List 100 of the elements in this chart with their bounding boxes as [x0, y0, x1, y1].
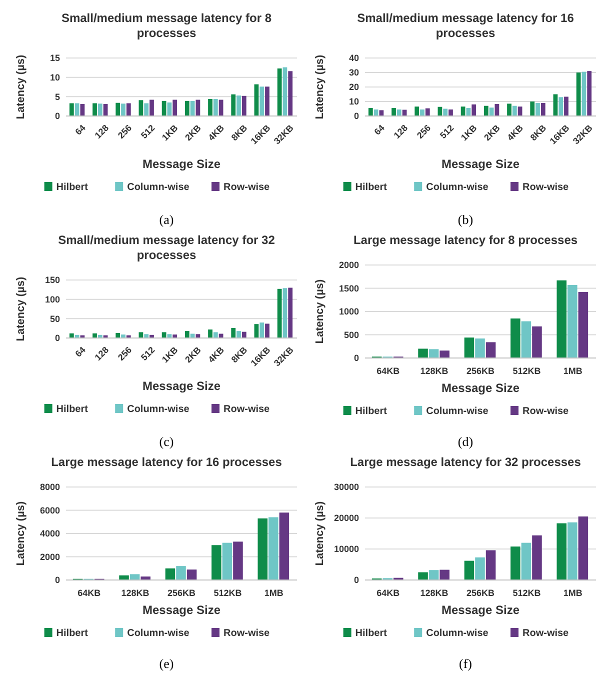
y-tick-label: 1000 [338, 306, 359, 317]
y-tick-label: 1500 [338, 283, 359, 294]
bar [564, 96, 568, 116]
bar [418, 572, 428, 580]
y-tick-label: 30 [348, 68, 359, 78]
bar [521, 542, 532, 580]
bar [196, 100, 200, 116]
bar [512, 106, 517, 116]
bar [130, 574, 140, 580]
x-tick-label: 64KB [78, 588, 102, 598]
legend-label: Row-wise [522, 182, 570, 193]
legend-label: Row-wise [522, 628, 570, 639]
x-tick-label: 64KB [376, 588, 400, 598]
x-tick-label: 1MB [563, 366, 583, 376]
bar [486, 550, 496, 580]
legend-label: Hilbert [355, 628, 388, 639]
chart-title: Small/medium message latency for 32 processes [58, 233, 276, 262]
bar [460, 106, 466, 116]
y-tick-label: 40 [348, 53, 359, 64]
x-axis-title: Message Size [441, 603, 520, 617]
bar [472, 104, 476, 116]
y-tick-label: 5 [54, 92, 60, 102]
x-tick-label: 128 [92, 122, 111, 140]
bar [98, 104, 102, 116]
y-tick-label: 6000 [40, 505, 60, 516]
bar [196, 334, 200, 338]
bar [92, 103, 97, 116]
x-tick-label: 512KB [214, 588, 242, 598]
bar [236, 331, 241, 338]
y-tick-label: 100 [44, 294, 60, 304]
x-axis-title: Message Size [441, 381, 520, 395]
chart-title: Large message latency for 16 processes [51, 455, 282, 469]
y-axis-title: Latency (µs) [314, 278, 326, 344]
chart-title: Small/medium message latency for 16 processes [357, 11, 574, 40]
legend-label: Column-wise [426, 406, 489, 417]
x-axis-title: Message Size [441, 157, 520, 171]
bar [440, 570, 450, 580]
legend-label: Column-wise [426, 182, 489, 193]
x-axis-title: Message Size [142, 157, 221, 171]
bar [213, 332, 218, 338]
text: (a) [159, 212, 174, 227]
bar [260, 322, 264, 338]
bar [260, 86, 264, 116]
bar [208, 98, 212, 116]
y-tick-label: 0 [354, 111, 359, 122]
text: (c) [159, 434, 174, 449]
x-tick-label: 512KB [512, 588, 542, 598]
bar [144, 334, 149, 338]
x-tick-label: 512KB [512, 366, 542, 376]
bar [420, 109, 424, 116]
y-tick-label: 0 [54, 111, 60, 122]
bar [288, 288, 293, 338]
x-tick-label: 256 [116, 122, 134, 140]
y-tick-label: 500 [344, 330, 359, 340]
y-tick-label: 15 [50, 53, 60, 64]
bar [396, 109, 402, 116]
y-tick-label: 20000 [334, 513, 359, 524]
bar [414, 106, 420, 116]
bar [144, 103, 149, 116]
bar [379, 110, 384, 116]
legend-label: Column-wise [127, 404, 190, 415]
x-tick-label: 128KB [420, 588, 449, 598]
text: (b) [458, 212, 474, 227]
x-tick-label: 64 [73, 122, 88, 137]
y-tick-label: 0 [54, 575, 60, 586]
x-tick-label: 256KB [466, 366, 496, 376]
x-tick-label: 512 [139, 344, 157, 362]
bar [268, 517, 278, 580]
bar [126, 103, 131, 116]
bar [236, 96, 241, 116]
legend-label: Row-wise [522, 406, 570, 417]
bar [428, 570, 439, 580]
bar [258, 518, 268, 580]
y-tick-label: 8000 [40, 482, 60, 492]
x-tick-label: 64 [372, 122, 386, 137]
text: (f) [459, 656, 472, 671]
bar [279, 512, 290, 580]
bar [368, 108, 373, 116]
y-tick-label: 0 [354, 353, 359, 364]
bar [464, 560, 474, 580]
bar [448, 109, 453, 116]
bar [578, 292, 588, 358]
chart-title: Small/medium message latency for 8 processes [61, 11, 272, 40]
bar [121, 104, 126, 116]
text: (e) [159, 656, 174, 671]
bar [233, 542, 243, 580]
y-tick-label: 4000 [40, 528, 60, 539]
x-tick-label: 1MB [563, 588, 583, 598]
bar [231, 94, 236, 116]
bar [510, 546, 520, 580]
bar [558, 97, 564, 116]
bar [162, 332, 166, 338]
bar [277, 288, 282, 338]
chart-title: Large message latency for 32 processes [350, 455, 582, 469]
bar [184, 331, 190, 338]
bar [510, 318, 520, 358]
bar [213, 98, 218, 116]
legend-label: Hilbert [355, 182, 388, 193]
bar [265, 86, 270, 116]
bar [530, 102, 535, 116]
